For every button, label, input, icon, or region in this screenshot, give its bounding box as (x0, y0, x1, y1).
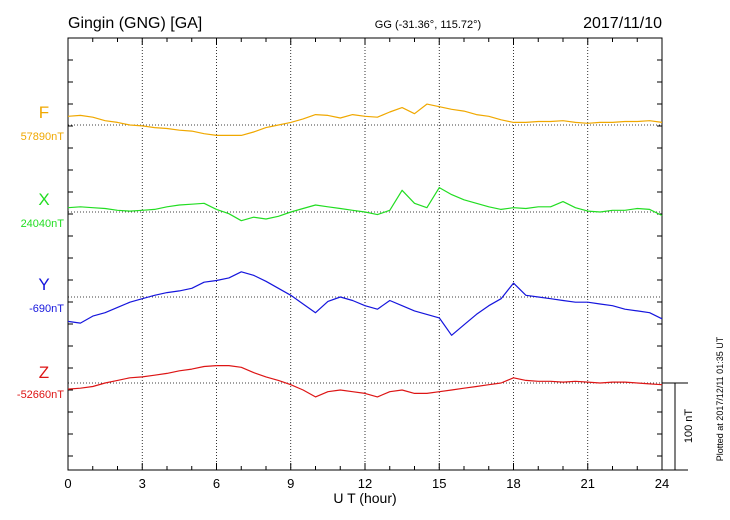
x-tick-label-9: 9 (287, 476, 294, 491)
station-coords: GG (-31.36°, 115.72°) (375, 19, 481, 31)
series-baseline-value-X: 24040nT (21, 218, 65, 230)
series-name-Y: Y (38, 275, 49, 294)
series-labels: F 57890nT X 24040nT Y -690nT Z -52660nT (17, 103, 64, 401)
scale-bar-label: 100 nT (683, 409, 695, 444)
series-line-Z (67, 365, 663, 398)
x-tick-label-15: 15 (432, 476, 446, 491)
grid-lines (141, 38, 589, 470)
x-tick-label-12: 12 (358, 476, 372, 491)
x-axis-title: U T (hour) (333, 490, 396, 506)
x-tick-label-24: 24 (655, 476, 669, 491)
series-name-Z: Z (39, 363, 49, 382)
series-name-F: F (39, 103, 49, 122)
series-baseline-value-F: 57890nT (21, 131, 65, 143)
plotted-at-note: Plotted at 2017/12/11 01:35 UT (715, 336, 725, 461)
series-line-F (67, 103, 663, 136)
x-tick-labels: 0 3 6 9 12 15 18 21 24 (64, 476, 669, 491)
axis-ticks (67, 38, 663, 470)
x-tick-label-21: 21 (581, 476, 595, 491)
scale-bar: 100 nT (662, 382, 695, 471)
x-tick-label-0: 0 (64, 476, 71, 491)
series-baseline-value-Z: -52660nT (17, 389, 64, 401)
series-baseline-value-Y: -690nT (29, 303, 64, 315)
station-title: Gingin (GNG) [GA] (68, 15, 202, 32)
x-tick-label-6: 6 (213, 476, 220, 491)
plot-date: 2017/11/10 (583, 15, 662, 32)
series-name-X: X (38, 190, 49, 209)
series-line-X (67, 187, 663, 222)
x-tick-label-18: 18 (506, 476, 520, 491)
series-line-Y (67, 271, 663, 336)
x-tick-label-3: 3 (139, 476, 146, 491)
series-lines (67, 103, 663, 398)
